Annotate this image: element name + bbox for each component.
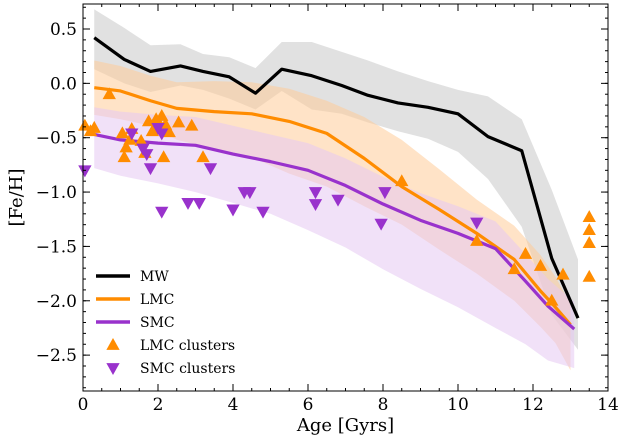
marker-smc-clusters (203, 163, 218, 176)
marker-lmc-clusters (185, 118, 199, 131)
x-tick-label: 4 (228, 395, 239, 415)
legend: MW LMC SMC LMC clusters SMC clusters (96, 269, 235, 377)
y-tick-label: 0.0 (50, 74, 77, 94)
cluster-markers (78, 87, 596, 306)
marker-lmc-clusters (171, 115, 186, 128)
marker-lmc-clusters (119, 140, 133, 153)
marker-smc-clusters (125, 128, 139, 141)
y-tick-label: −1.0 (36, 183, 77, 203)
legend-entry-smc: SMC (96, 315, 175, 331)
legend-label: LMC clusters (140, 338, 235, 354)
band-mw (94, 9, 578, 350)
marker-smc-clusters (155, 206, 169, 219)
marker-lmc-clusters (470, 233, 484, 246)
marker-smc-clusters (243, 187, 257, 200)
legend-label: SMC clusters (140, 361, 235, 377)
line-mw (93, 36, 580, 319)
marker-smc-clusters (143, 163, 158, 176)
y-axis-label: [Fe/H] (6, 169, 27, 227)
marker-lmc-clusters (518, 247, 533, 259)
marker-lmc-clusters (78, 118, 92, 131)
marker-lmc-clusters (533, 258, 548, 271)
x-tick-label: 2 (153, 395, 164, 415)
legend-entry-smc-clusters: SMC clusters (106, 361, 235, 377)
marker-smc-clusters (378, 187, 392, 200)
legend-entry-mw: MW (96, 269, 169, 285)
marker-lmc-clusters (582, 269, 596, 282)
legend-entry-lmc-clusters: LMC clusters (106, 338, 235, 354)
marker-smc-clusters (181, 198, 195, 210)
line-lmc (94, 86, 572, 326)
legend-swatch (106, 338, 120, 350)
marker-smc-clusters (374, 218, 388, 231)
marker-lmc-clusters (115, 126, 130, 139)
y-tick-label: −2.0 (36, 292, 77, 312)
marker-lmc-clusters (582, 210, 596, 222)
marker-lmc-clusters (102, 87, 116, 100)
marker-lmc-clusters (507, 262, 521, 275)
legend-label: SMC (140, 315, 175, 331)
y-tick-label: 0.5 (50, 20, 77, 40)
x-tick-label: 8 (378, 395, 389, 415)
marker-lmc-clusters (155, 108, 169, 121)
marker-smc-clusters (155, 128, 169, 141)
axis-ticks (82, 4, 609, 391)
marker-smc-clusters (470, 217, 484, 230)
marker-lmc-clusters (145, 124, 160, 137)
marker-lmc-clusters (162, 125, 176, 138)
marker-smc-clusters (256, 206, 270, 219)
y-tick-label: −1.5 (36, 237, 77, 257)
marker-smc-clusters (308, 199, 323, 212)
legend-entry-lmc: LMC (96, 292, 174, 308)
legend-label: MW (140, 269, 169, 285)
x-tick-label: 6 (303, 395, 314, 415)
marker-lmc-clusters (556, 267, 570, 280)
marker-smc-clusters (226, 204, 240, 217)
marker-smc-clusters (140, 149, 154, 162)
marker-lmc-clusters (545, 293, 559, 306)
x-tick-label: 12 (522, 395, 544, 415)
marker-lmc-clusters (395, 174, 409, 187)
marker-lmc-clusters (134, 133, 148, 146)
marker-lmc-clusters (87, 120, 101, 133)
marker-lmc-clusters (582, 223, 596, 236)
x-axis-label: Age [Gyrs] (296, 415, 394, 436)
tick-labels: 0 2 4 6 8 10 12 14 0.5 0.0 −0.5 −1.0 −1.5 −2.0 −2.5 (36, 20, 619, 415)
marker-lmc-clusters (582, 236, 596, 249)
legend-label: LMC (140, 292, 174, 308)
marker-lmc-clusters (156, 150, 171, 163)
confidence-bands (94, 9, 578, 371)
marker-lmc-clusters (196, 150, 210, 163)
marker-smc-clusters (331, 194, 345, 207)
marker-smc-clusters (78, 165, 92, 178)
legend-swatch (106, 363, 120, 375)
band-smc (94, 107, 575, 369)
marker-lmc-clusters (123, 132, 137, 145)
marker-smc-clusters (308, 187, 323, 200)
x-tick-label: 14 (597, 395, 619, 415)
y-tick-label: −0.5 (36, 129, 77, 149)
x-tick-label: 0 (78, 395, 89, 415)
x-tick-label: 10 (447, 395, 469, 415)
marker-smc-clusters (192, 198, 206, 210)
marker-lmc-clusters (117, 150, 131, 163)
y-tick-label: −2.5 (36, 346, 77, 366)
